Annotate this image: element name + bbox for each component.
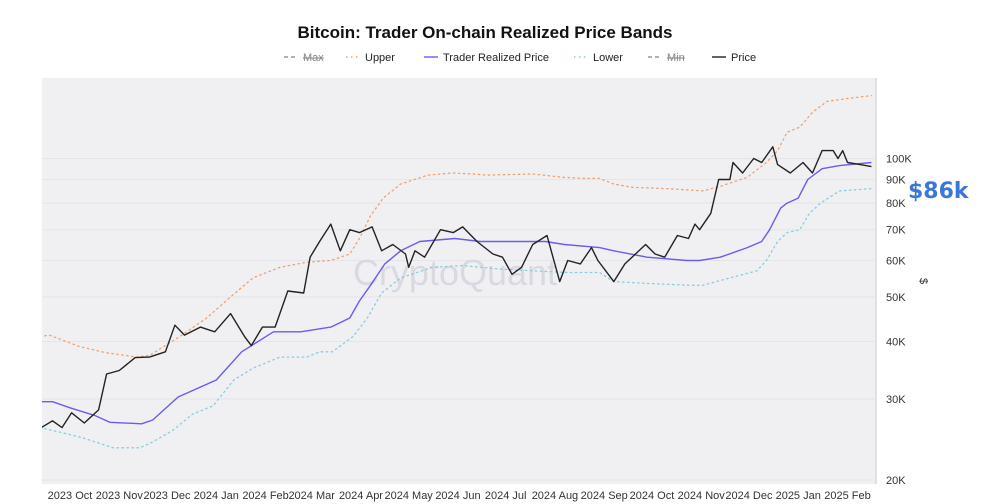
- x-tick-label: 2024 Feb: [242, 490, 288, 502]
- legend-label: Lower: [593, 52, 623, 64]
- y-tick-label: 90K: [886, 175, 906, 187]
- y-axis-label: $: [917, 278, 929, 284]
- series-line: [42, 161, 872, 425]
- x-tick-label: 2024 Sep: [581, 490, 628, 502]
- chart-title: Bitcoin: Trader On-chain Realized Price …: [297, 23, 672, 42]
- series-lower: [42, 187, 873, 449]
- legend-label: Price: [731, 52, 756, 64]
- legend-label: Upper: [365, 52, 395, 64]
- legend-item[interactable]: Lower: [574, 52, 623, 64]
- legend-item[interactable]: Trader Realized Price: [424, 52, 549, 64]
- legend-label: Trader Realized Price: [443, 52, 549, 64]
- x-tick-label: 2023 Dec: [143, 490, 191, 502]
- legend-item[interactable]: Max: [284, 52, 324, 64]
- y-tick-label: 80K: [886, 198, 906, 210]
- x-tick-label: 2024 Apr: [339, 490, 383, 502]
- legend: Max Upper Trader Realized Price Lower Min Pri…: [284, 52, 756, 64]
- x-tick-label: 2024 Aug: [532, 490, 579, 502]
- legend-item[interactable]: Min: [648, 52, 685, 64]
- series-upper: [42, 94, 873, 358]
- x-tick-label: 2024 Mar: [288, 490, 335, 502]
- x-tick-label: 2024 Dec: [725, 490, 773, 502]
- y-tick-label: 20K: [886, 475, 906, 487]
- x-tick-label: 2024 Jul: [485, 490, 527, 502]
- y-tick-label: 100K: [886, 153, 912, 165]
- watermark: CryptoQuant: [353, 252, 557, 293]
- x-tick-labels: 2023 Oct 2023 Nov 2023 Dec 2024 Jan 2024 Feb…: [48, 490, 871, 502]
- x-tick-label: 2025 Feb: [824, 490, 870, 502]
- x-tick-label: 2024 Jun: [435, 490, 480, 502]
- x-tick-label: 2023 Oct: [48, 490, 93, 502]
- legend-label: Min: [667, 52, 685, 64]
- series-line: [42, 146, 872, 429]
- y-tick-label: 40K: [886, 337, 906, 349]
- x-tick-label: 2025 Jan: [776, 490, 821, 502]
- series-line: [42, 187, 873, 449]
- y-tick-labels: 20K 30K 40K 50K 60K 70K 80K 90K 100K: [886, 153, 912, 487]
- x-tick-label: 2024 Nov: [678, 490, 726, 502]
- plot-area: [42, 78, 876, 484]
- series-price: [42, 146, 872, 429]
- legend-item[interactable]: Upper: [346, 52, 395, 64]
- price-annotation: $86k: [908, 179, 970, 204]
- series-line: [42, 94, 873, 358]
- x-tick-label: 2024 May: [385, 490, 434, 502]
- series-group: [42, 94, 873, 449]
- x-tick-label: 2024 Oct: [630, 490, 675, 502]
- y-tick-label: 70K: [886, 225, 906, 237]
- y-tick-label: 60K: [886, 256, 906, 268]
- y-tick-label: 50K: [886, 292, 906, 304]
- legend-label: Max: [303, 52, 324, 64]
- x-tick-label: 2023 Nov: [96, 490, 144, 502]
- x-tick-label: 2024 Jan: [194, 490, 239, 502]
- legend-item[interactable]: Price: [712, 52, 756, 64]
- y-tick-label: 30K: [886, 394, 906, 406]
